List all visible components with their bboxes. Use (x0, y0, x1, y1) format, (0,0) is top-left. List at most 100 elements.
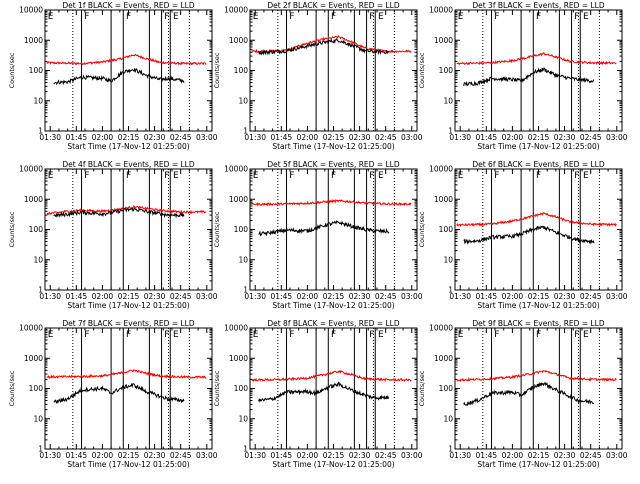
y-tick-label: 10000 (19, 6, 43, 15)
y-axis-label: Counts/sec (418, 370, 426, 406)
y-tick-label: 1000 (24, 195, 43, 204)
x-tick-label: 02:00 (297, 133, 319, 142)
x-tick-label: 02:45 (580, 133, 602, 142)
x-tick-label: 01:45 (66, 133, 88, 142)
segment-label: E (583, 330, 589, 340)
segment-label: E (583, 12, 589, 22)
plot-frame (249, 327, 418, 450)
y-tick-label: 1 (448, 445, 453, 454)
y-tick-label: 10 (443, 96, 453, 105)
x-tick-label: 01:45 (66, 292, 88, 301)
segment-label: F (84, 330, 89, 340)
x-tick-label: 01:30 (39, 292, 61, 301)
x-tick-label: 02:30 (144, 133, 166, 142)
events-series-line (463, 66, 595, 87)
x-tick-label: 02:00 (92, 451, 114, 460)
segment-label: F (494, 12, 499, 22)
y-tick-label: 1 (448, 127, 453, 136)
x-tick-label: 03:00 (196, 451, 218, 460)
x-tick-label: 01:30 (449, 451, 471, 460)
x-tick-label: 02:30 (144, 292, 166, 301)
chart-title: Det 3f BLACK = Events, RED = LLD (472, 1, 605, 10)
y-tick-label: 1000 (434, 36, 453, 45)
segment-label: F (84, 12, 89, 22)
y-tick-label: 100 (234, 225, 249, 234)
segment-label: F (289, 171, 294, 181)
x-axis-label: Start Time (17-Nov-12 01:25:00) (477, 142, 599, 151)
y-tick-label: 1 (38, 127, 43, 136)
x-tick-label: 01:45 (476, 133, 498, 142)
chart-title: Det 1f BLACK = Events, RED = LLD (62, 1, 195, 10)
y-tick-label: 10000 (429, 324, 453, 333)
lld-series-line (46, 205, 207, 216)
y-tick-label: 1000 (229, 354, 248, 363)
x-tick-label: 03:00 (196, 292, 218, 301)
x-tick-label: 03:00 (606, 133, 628, 142)
x-tick-label: 02:45 (375, 451, 397, 460)
lld-series-line (251, 198, 412, 207)
x-tick-label: 02:45 (580, 292, 602, 301)
lld-series-line (46, 53, 207, 66)
x-tick-label: 03:00 (401, 133, 423, 142)
y-tick-label: 10000 (19, 165, 43, 174)
segment-label: F (369, 330, 374, 340)
x-tick-label: 02:15 (323, 292, 345, 301)
x-tick-label: 01:30 (449, 292, 471, 301)
y-axis-label: Counts/sec (213, 52, 221, 88)
events-series-line (463, 381, 595, 407)
x-tick-label: 01:45 (271, 292, 293, 301)
y-tick-label: 10000 (224, 324, 248, 333)
segment-label: F (331, 12, 336, 22)
x-tick-label: 02:30 (554, 292, 576, 301)
x-tick-label: 02:30 (554, 451, 576, 460)
segment-label: F (574, 330, 579, 340)
chart-title: Det 6f BLACK = Events, RED = LLD (472, 160, 605, 169)
y-tick-label: 10 (443, 255, 453, 264)
segment-label: E (173, 12, 179, 22)
y-tick-label: 100 (29, 225, 44, 234)
chart-title: Det 4f BLACK = Events, RED = LLD (62, 160, 195, 169)
segment-label: E (48, 12, 54, 22)
x-tick-label: 02:45 (375, 133, 397, 142)
y-tick-label: 10 (238, 96, 248, 105)
x-axis-label: Start Time (17-Nov-12 01:25:00) (272, 301, 394, 310)
x-tick-label: 02:30 (554, 133, 576, 142)
x-tick-label: 02:15 (118, 451, 140, 460)
chart-title: Det 2f BLACK = Events, RED = LLD (267, 1, 400, 10)
x-axis-label: Start Time (17-Nov-12 01:25:00) (67, 142, 189, 151)
segment-label: F (289, 12, 294, 22)
y-tick-label: 10000 (224, 165, 248, 174)
x-tick-label: 03:00 (401, 292, 423, 301)
y-tick-label: 10000 (19, 324, 43, 333)
x-axis-label: Start Time (17-Nov-12 01:25:00) (67, 301, 189, 310)
x-tick-label: 02:30 (349, 133, 371, 142)
x-tick-label: 02:15 (118, 292, 140, 301)
y-tick-label: 100 (234, 66, 249, 75)
segment-label: F (574, 171, 579, 181)
plot-frame (249, 9, 418, 132)
segment-label: E (253, 12, 259, 22)
x-tick-label: 01:30 (244, 133, 266, 142)
chart-title: Det 7f BLACK = Events, RED = LLD (62, 319, 195, 328)
plot-frame (44, 168, 213, 291)
x-tick-label: 02:00 (92, 133, 114, 142)
plot-frame (44, 327, 213, 450)
segment-label: F (331, 171, 336, 181)
segment-label: E (253, 330, 259, 340)
segment-label: F (536, 171, 541, 181)
y-tick-label: 1000 (434, 354, 453, 363)
events-series-line (258, 220, 390, 237)
segment-label: F (494, 171, 499, 181)
x-tick-label: 02:15 (528, 133, 550, 142)
x-tick-label: 02:00 (297, 292, 319, 301)
y-tick-label: 10000 (429, 6, 453, 15)
events-series-line (258, 381, 390, 403)
y-tick-label: 1000 (434, 195, 453, 204)
segment-label: E (173, 330, 179, 340)
segment-label: E (173, 171, 179, 181)
segment-label: E (583, 171, 589, 181)
events-series-line (258, 38, 390, 56)
